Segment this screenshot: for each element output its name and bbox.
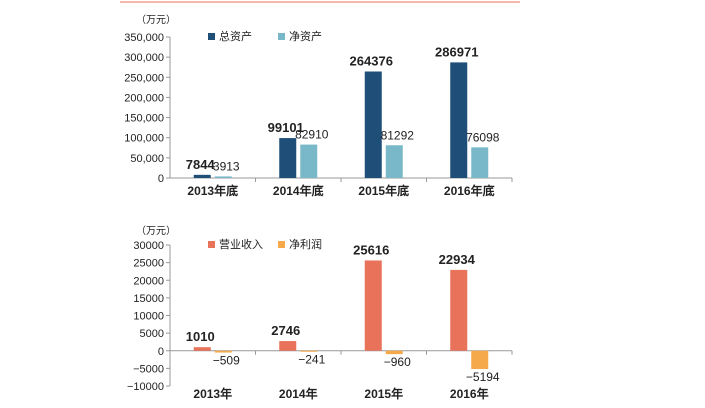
chart1-category-label: 2014年底 [273,183,324,198]
chart2-bar-series2 [385,350,403,355]
chart1-y-tick-label: 50,000 [130,153,164,165]
chart2-legend-swatch [208,241,215,248]
chart1-y-tick-label: 250,000 [124,72,164,84]
chart2-data-label: 2746 [271,323,300,338]
chart2-category-label: 2016年 [450,386,489,401]
chart1-y-tick-label: 350,000 [124,32,164,44]
chart2-y-tick-label: 25000 [133,258,164,270]
chart1-category-label: 2013年底 [187,183,238,198]
chart2-data-label: 1010 [186,329,215,344]
chart1-data-label: 286971 [435,44,478,59]
chart2-category-label: 2015年 [364,386,403,401]
chart1-data-label: 3913 [213,159,240,173]
chart1-y-tick-label: 0 [158,173,164,185]
chart1-bar-series2 [471,147,489,178]
chart1-data-label: 264376 [350,53,393,68]
chart1-legend-label: 净资产 [289,29,322,43]
chart2-data-label: −241 [298,353,325,367]
chart1-bar-series2 [214,176,232,178]
chart2-y-tick-label: 10000 [133,311,164,323]
chart2-y-tick-label: 30000 [133,240,164,252]
chart1-category-label: 2015年底 [358,183,409,198]
chart1-category-label: 2016年底 [444,183,495,198]
chart1-y-tick-label: 300,000 [124,52,164,64]
chart2-bar-series2 [300,350,318,352]
chart2-category-label: 2014年 [279,386,318,401]
chart2-legend-label: 营业收入 [219,237,263,251]
chart2-y-tick-label: 20000 [133,275,164,287]
chart1-bar-series1 [364,71,382,178]
chart2-bar-series1 [450,269,468,351]
chart1-bar-series1 [450,62,468,179]
chart1-data-label: 81292 [381,128,415,142]
chart1-legend-swatch [278,33,285,40]
chart1-data-label: 99101 [268,120,304,135]
chart2-y-tick-label: −5000 [133,363,164,375]
chart1-bar-series2 [300,144,318,178]
chart2-y-tick-label: 15000 [133,293,164,305]
chart2-bar-series2 [214,350,232,353]
chart2-y-tick-label: −10000 [127,381,164,393]
chart1-y-tick-label: 100,000 [124,133,164,145]
chart1-data-label: 7844 [186,157,216,172]
chart1-data-label: 82910 [295,128,329,142]
chart1-unit-label: （万元） [136,14,176,26]
chart2-legend-label: 净利润 [289,237,322,251]
chart2-data-label: −960 [384,355,411,369]
chart2-data-label: 22934 [439,252,476,267]
chart2-data-label: 25616 [353,242,389,257]
chart1-y-tick-label: 200,000 [124,92,164,104]
chart2-bar-series1 [279,341,297,351]
chart1-bar-series1 [279,138,297,178]
chart2-data-label: −509 [213,354,240,368]
chart2-y-tick-label: 0 [158,346,164,358]
chart1-y-tick-label: 150,000 [124,113,164,125]
chart2-data-label: −5194 [466,370,500,384]
chart1-bar-series2 [385,145,403,178]
chart1-bar-series1 [193,174,211,178]
chart2-legend-swatch [278,241,285,248]
chart2-bar-series2 [471,350,489,370]
chart2-category-label: 2013年 [193,386,232,401]
chart2-bar-series1 [193,347,211,351]
chart2-unit-label: （万元） [136,225,176,237]
chart2-bar-series1 [364,260,382,351]
chart1-data-label: 76098 [466,130,500,144]
chart2-y-tick-label: 5000 [140,328,164,340]
chart1-legend-label: 总资产 [219,29,252,43]
chart1-legend-swatch [208,33,215,40]
